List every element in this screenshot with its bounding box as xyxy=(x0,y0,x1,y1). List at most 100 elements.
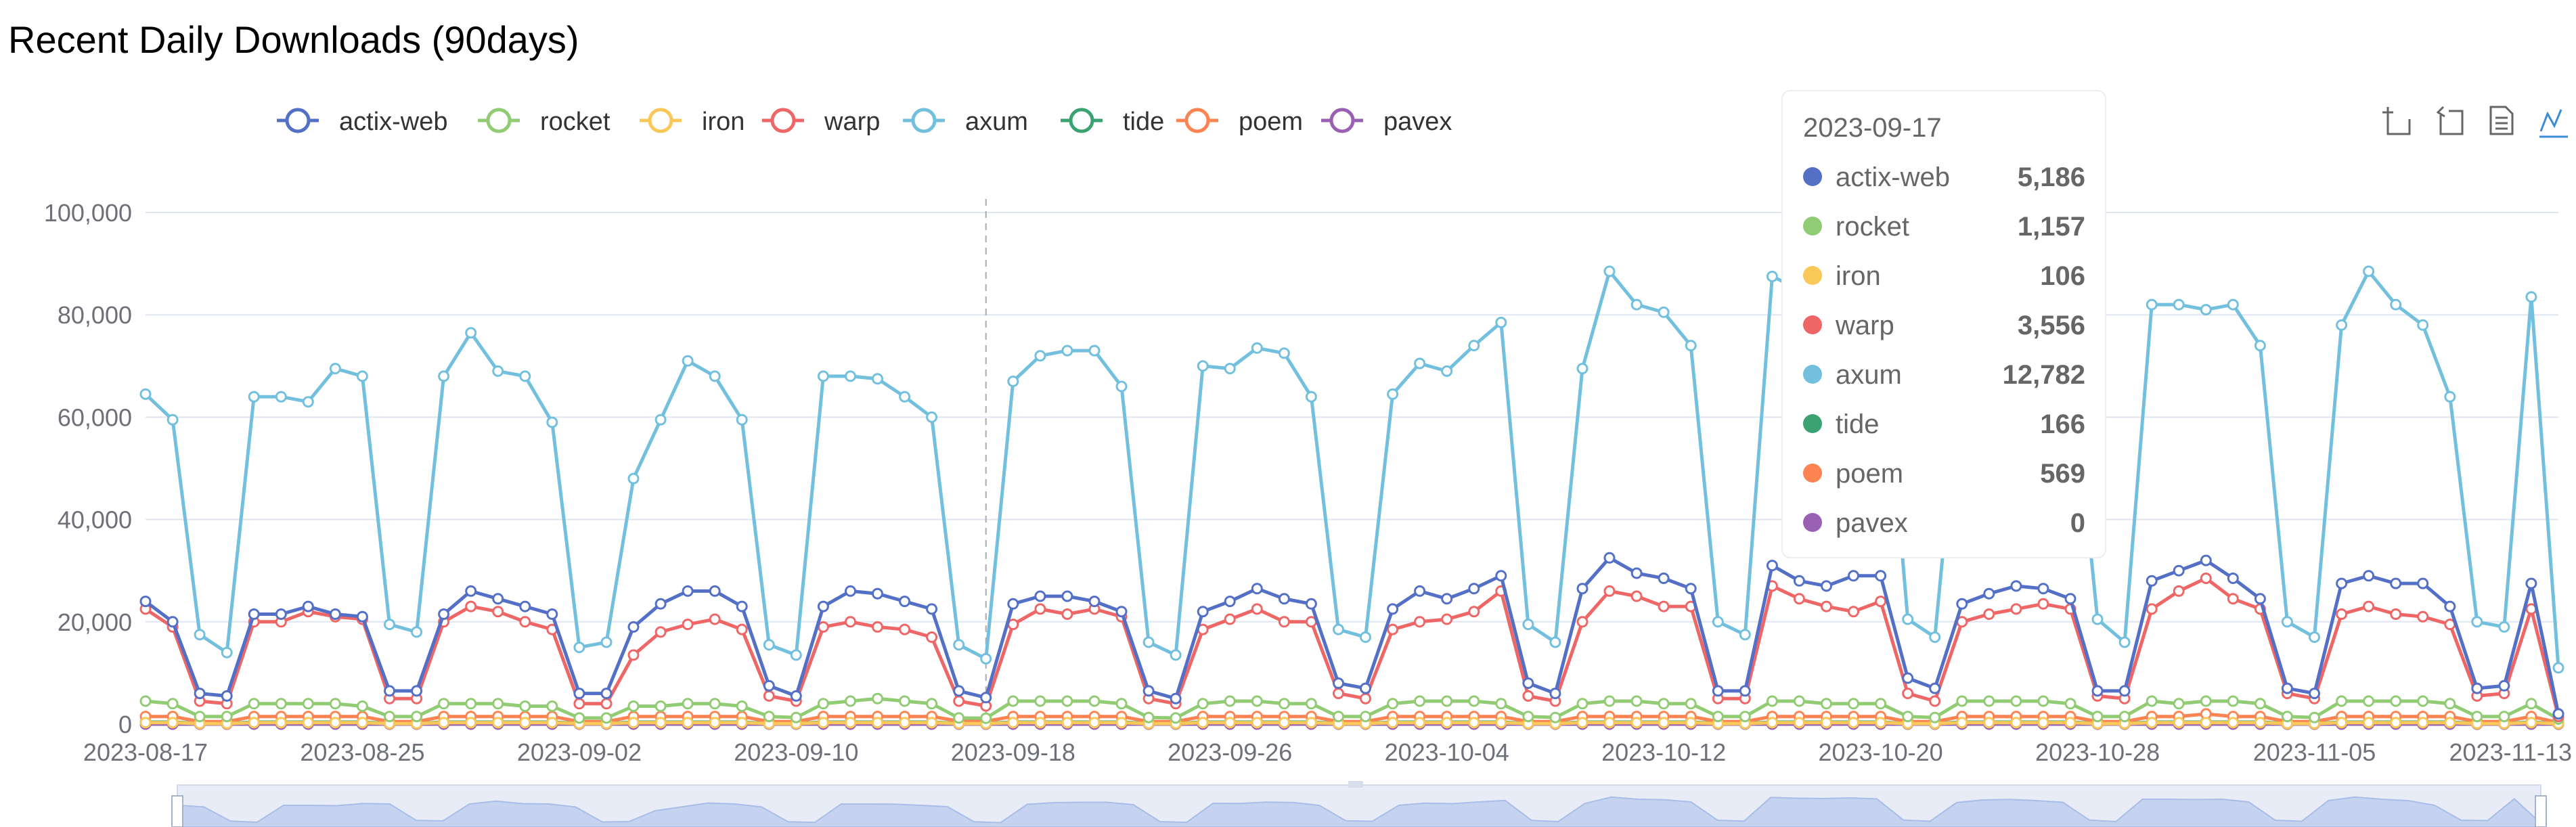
data-point xyxy=(1630,567,1643,579)
data-point xyxy=(1441,365,1453,377)
data-point xyxy=(221,646,233,658)
data-point xyxy=(1739,685,1751,697)
data-point xyxy=(2498,711,2510,723)
data-point xyxy=(600,636,613,648)
data-view-icon[interactable] xyxy=(2489,106,2514,135)
legend-item-rocket[interactable]: rocket xyxy=(478,108,610,136)
data-point xyxy=(1251,583,1263,595)
data-point xyxy=(1088,596,1101,608)
data-point xyxy=(573,642,585,654)
data-point xyxy=(2173,717,2185,729)
data-point xyxy=(275,698,287,710)
data-point xyxy=(709,698,721,710)
slider-handle-right[interactable] xyxy=(2535,795,2547,827)
data-point xyxy=(139,717,152,729)
data-point xyxy=(329,363,341,375)
data-point xyxy=(1685,583,1697,595)
data-point xyxy=(1278,717,1290,729)
data-point xyxy=(1468,717,1480,729)
legend-item-poem[interactable]: poem xyxy=(1176,108,1303,136)
data-point xyxy=(1902,613,1914,625)
tooltip-rows: actix-web 5,186 rocket 1,157 iron 106 warp 3,55… xyxy=(1803,162,2085,538)
data-point xyxy=(2498,621,2510,633)
legend-item-axum[interactable]: axum xyxy=(903,108,1028,136)
zoom-reset-icon[interactable] xyxy=(2436,106,2464,135)
data-point xyxy=(1441,695,1453,707)
data-point xyxy=(736,414,748,426)
data-point xyxy=(2227,695,2239,707)
legend-item-pavex[interactable]: pavex xyxy=(1321,108,1452,136)
tooltip-series-name: pavex xyxy=(1836,508,1908,538)
data-point xyxy=(1875,596,1887,608)
data-point xyxy=(1549,636,1561,648)
legend-marker-icon xyxy=(1184,108,1210,133)
line-chart-icon[interactable] xyxy=(2539,109,2568,138)
data-point xyxy=(1603,265,1616,277)
legend-label: warp xyxy=(824,108,880,136)
data-point xyxy=(1333,677,1344,689)
legend-item-actix-web[interactable]: actix-web xyxy=(277,108,448,136)
data-point xyxy=(2444,717,2456,729)
slider-move-handle[interactable] xyxy=(1348,781,1363,788)
data-point xyxy=(384,619,395,631)
data-point xyxy=(1142,685,1155,697)
data-point xyxy=(1468,583,1480,595)
data-point xyxy=(763,639,775,651)
zoom-icon[interactable] xyxy=(2382,107,2411,135)
data-point xyxy=(2417,717,2429,729)
data-point xyxy=(1495,698,1507,710)
data-point xyxy=(519,717,531,729)
legend-item-iron[interactable]: iron xyxy=(640,108,745,136)
data-point xyxy=(1821,698,1832,710)
data-point xyxy=(1333,623,1344,635)
legend-marker-icon xyxy=(486,108,512,133)
data-point xyxy=(1414,717,1426,729)
y-tick-label: 0 xyxy=(118,711,132,738)
data-point xyxy=(1658,573,1670,584)
slider-handle-left[interactable] xyxy=(171,795,183,827)
data-point xyxy=(438,698,450,710)
data-point xyxy=(736,700,748,712)
data-point xyxy=(682,698,694,710)
data-point xyxy=(1115,698,1128,710)
data-point xyxy=(1224,695,1236,707)
data-point xyxy=(2336,577,2348,589)
data-point xyxy=(2010,580,2022,592)
x-tick-label: 2023-08-25 xyxy=(300,738,424,766)
legend-label: iron xyxy=(702,108,745,136)
data-point xyxy=(302,717,314,729)
data-point xyxy=(1929,711,1941,723)
data-point xyxy=(817,621,829,633)
data-point xyxy=(1251,603,1263,615)
legend-item-warp[interactable]: warp xyxy=(762,108,880,136)
data-point xyxy=(736,600,748,612)
data-point xyxy=(2525,698,2537,710)
tooltip-row-poem: poem 569 xyxy=(1803,459,2085,489)
data-point xyxy=(1468,340,1480,352)
data-point xyxy=(1224,596,1236,608)
legend-marker-icon xyxy=(285,108,311,133)
x-axis: 2023-08-17 2023-08-25 2023-09-02 2023-09-10… xyxy=(83,738,2572,766)
series-axum xyxy=(139,265,2564,674)
data-point xyxy=(2471,616,2483,628)
data-point xyxy=(546,717,558,729)
data-point xyxy=(1983,717,1995,729)
tooltip-series-value: 166 xyxy=(2040,409,2085,439)
data-point xyxy=(1142,636,1155,648)
series-dot-icon xyxy=(1803,315,1822,334)
data-point xyxy=(1333,711,1344,723)
grid xyxy=(146,212,2558,725)
data-point xyxy=(194,688,206,700)
data-point xyxy=(2390,608,2402,620)
data-point xyxy=(926,631,938,643)
data-point xyxy=(763,679,775,692)
legend-marker-icon xyxy=(648,108,673,133)
data-zoom-slider[interactable] xyxy=(171,781,2547,827)
data-point xyxy=(1793,593,1805,605)
legend-item-tide[interactable]: tide xyxy=(1061,108,1164,136)
data-point xyxy=(2417,695,2429,707)
data-point xyxy=(899,717,911,729)
data-point xyxy=(600,698,613,710)
data-point xyxy=(817,370,829,382)
data-point xyxy=(872,717,883,729)
